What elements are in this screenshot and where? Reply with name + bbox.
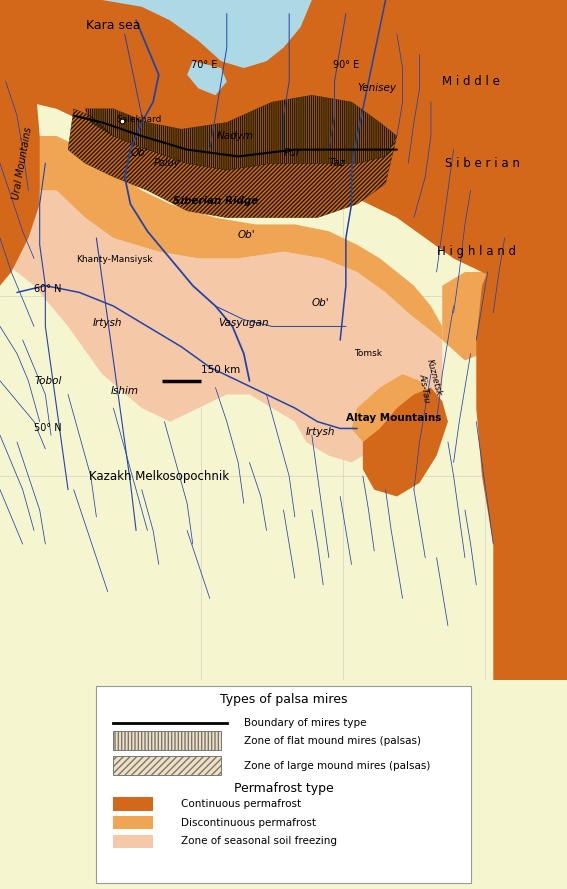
Text: Ob': Ob' (311, 298, 329, 308)
Text: Taz: Taz (329, 158, 346, 168)
Text: H i g h l a n d: H i g h l a n d (437, 245, 516, 258)
Text: Ob': Ob' (238, 229, 256, 240)
FancyBboxPatch shape (113, 835, 153, 848)
Text: Poluy: Poluy (154, 158, 180, 168)
Polygon shape (0, 190, 442, 462)
Text: Zone of flat mound mires (palsas): Zone of flat mound mires (palsas) (244, 736, 421, 746)
Text: 90° E: 90° E (333, 60, 359, 69)
Text: Tomsk: Tomsk (354, 349, 383, 358)
Polygon shape (85, 95, 397, 170)
FancyBboxPatch shape (113, 757, 221, 775)
Text: Discontinuous permafrost: Discontinuous permafrost (181, 818, 316, 828)
Text: Zone of seasonal soil freezing: Zone of seasonal soil freezing (181, 837, 337, 846)
Polygon shape (68, 108, 397, 218)
Polygon shape (0, 0, 567, 306)
Polygon shape (363, 347, 403, 380)
Text: Permafrost type: Permafrost type (234, 782, 333, 796)
Text: S i b e r i a n: S i b e r i a n (445, 156, 519, 170)
Polygon shape (187, 61, 227, 95)
Text: 50° N: 50° N (35, 423, 62, 434)
Text: Kara sea: Kara sea (86, 20, 141, 32)
Text: Types of palsa mires: Types of palsa mires (220, 693, 347, 707)
Text: Continuous permafrost: Continuous permafrost (181, 798, 302, 809)
Text: Zone of large mound mires (palsas): Zone of large mound mires (palsas) (244, 761, 430, 771)
Text: Ural Mountains: Ural Mountains (11, 126, 34, 200)
Text: Boundary of mires type: Boundary of mires type (244, 718, 366, 728)
Text: Salekhard: Salekhard (116, 115, 162, 124)
Text: Nadym: Nadym (217, 131, 254, 141)
Bar (96, 686, 471, 883)
Text: Altay Mountains: Altay Mountains (346, 413, 442, 423)
Polygon shape (476, 0, 567, 680)
Text: 60° N: 60° N (35, 284, 62, 294)
Text: Yenisey: Yenisey (358, 84, 396, 93)
FancyBboxPatch shape (113, 797, 153, 811)
Text: Aïs-Tau: Aïs-Tau (417, 372, 431, 403)
Text: Tobol: Tobol (35, 376, 62, 386)
Text: Ob': Ob' (130, 148, 148, 158)
Polygon shape (442, 272, 499, 360)
FancyBboxPatch shape (113, 732, 221, 750)
Text: Siberian Ridge: Siberian Ridge (173, 196, 258, 205)
Polygon shape (68, 0, 312, 68)
Polygon shape (0, 0, 40, 285)
Text: Kuznetsk: Kuznetsk (425, 358, 443, 396)
Polygon shape (363, 388, 448, 496)
Text: Irtysh: Irtysh (93, 318, 122, 328)
Polygon shape (352, 374, 431, 456)
Text: M i d d l e: M i d d l e (442, 75, 500, 88)
Text: Khanty-Mansiysk: Khanty-Mansiysk (77, 255, 153, 264)
Polygon shape (0, 136, 442, 340)
Text: 150 km: 150 km (201, 365, 240, 375)
Text: Vasyugan: Vasyugan (218, 318, 269, 328)
Text: Pur: Pur (284, 148, 301, 158)
Text: 70° E: 70° E (191, 60, 217, 69)
Text: Kazakh Melkosopochnik: Kazakh Melkosopochnik (88, 469, 229, 483)
FancyBboxPatch shape (113, 816, 153, 829)
Text: Ishim: Ishim (111, 386, 139, 396)
Text: Irtysh: Irtysh (306, 427, 335, 436)
